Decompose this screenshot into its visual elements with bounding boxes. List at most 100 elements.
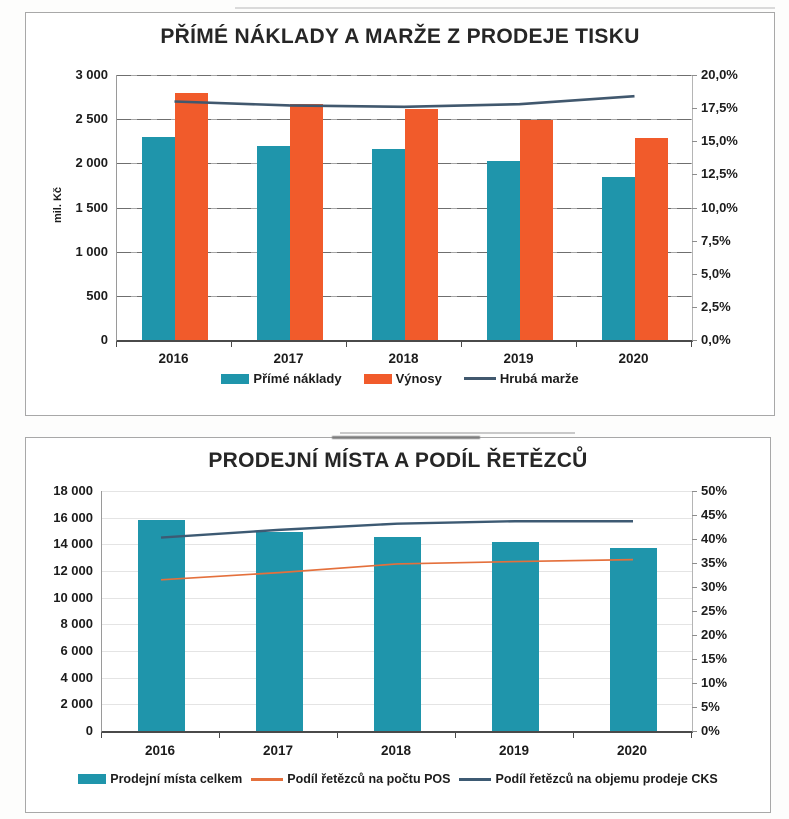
right-axis-tick-mark [692,539,697,540]
right-axis-tick-mark [692,273,697,275]
bar-v-nosy [519,120,553,340]
right-axis-tick: 50% [701,483,728,498]
left-axis-tick: 0 [100,332,108,347]
bar-p-m-n-klady [141,136,175,340]
right-axis-tick: 5,0% [701,265,731,281]
right-axis-tick: 2,5% [701,298,731,314]
legend-item: Výnosy [363,371,442,386]
chart-title: PRODEJNÍ MÍSTA A PODÍL ŘETĚZCŮ [208,449,588,472]
right-axis-tick-mark [692,306,697,308]
legend-line-swatch-icon [251,777,284,781]
left-axis-tick: 1 000 [75,243,108,259]
right-axis-tick-mark [692,707,697,708]
x-axis-tick-mark [116,342,117,347]
right-axis-tick-mark [692,240,697,242]
line-pod-l-et-zc-na-po-tu-pos [160,558,634,581]
left-axis-tick: 16 000 [53,509,93,525]
left-axis-tick: 4 000 [60,669,93,685]
bar-prodejn-m-sta-celkem [137,519,185,731]
right-axis-tick-mark [692,563,697,564]
x-axis-label: 2018 [380,743,412,758]
legend-item: Přímé náklady [221,371,342,386]
line-series-overlay [174,94,635,109]
right-axis-tick-mark [692,108,697,110]
legend-item: Podíl řetězců na objemu prodeje CKS [459,772,718,786]
chart-pos-chains: PRODEJNÍ MÍSTA A PODÍL ŘETĚZCŮ 18 000 16 … [25,437,771,813]
right-axis-tick: 10% [701,675,728,690]
chart-title: PŘÍMÉ NÁKLADY A MARŽE Z PRODEJE TISKU [160,25,640,48]
right-axis-tick-labels: 20,0% 17,5% 15,0% 12,5% 10,0% 7,5% 5,0% 2,5% 0,0… [691,67,771,347]
right-axis-tick-mark [692,659,697,660]
legend-bar-swatch-icon [78,774,107,784]
left-axis-tick: 2 000 [75,155,108,171]
chart-legend: Prodejní místa celkem Podíl řetězců na po… [26,772,770,786]
plot-area [101,491,697,733]
gridline [102,517,692,519]
x-axis-tick-mark [101,733,102,738]
right-axis-tick-mark [692,174,697,176]
bar-p-m-n-klady [601,176,635,340]
right-axis-tick-mark [692,731,697,732]
x-axis-tick-mark [231,342,232,347]
legend-bar-swatch-icon [221,373,250,384]
x-axis-tick-mark [346,342,347,347]
right-axis-tick: 10,0% [701,199,738,215]
right-axis-tick-mark [692,491,697,492]
bar-v-nosy [404,108,438,340]
left-axis-tick-labels: 18 000 16 000 14 000 12 000 10 000 8 000 6 000… [26,483,93,738]
line-hrub-mar-e [174,94,635,109]
left-axis-tick: 10 000 [53,589,93,605]
x-axis-label: 2017 [273,351,304,366]
right-axis-tick-mark [692,141,697,143]
plot-area [116,75,697,342]
x-axis-tick-mark [573,733,574,738]
right-axis-tick: 0,0% [701,332,731,347]
left-axis-tick-labels: 3 000 2 500 2 000 1 500 1 000 500 0 [26,67,108,347]
left-axis-tick: 0 [85,723,93,738]
left-axis-tick: 500 [86,287,108,303]
x-axis-label: 2019 [503,351,534,366]
x-axis-tick-mark [461,342,462,347]
x-axis-label: 2018 [388,351,419,366]
x-axis-tick-mark [691,733,692,738]
legend-line-swatch-icon [463,377,496,380]
gridline [117,75,692,76]
legend-label: Výnosy [395,371,442,386]
legend-label: Podíl řetězců na objemu prodeje CKS [495,772,718,786]
x-axis-label: 2020 [618,351,649,366]
legend-label: Prodejní místa celkem [110,772,243,786]
legend-label: Přímé náklady [253,371,342,386]
x-axis-tick-mark [691,342,692,347]
legend-item: Podíl řetězců na počtu POS [251,772,450,786]
left-axis-tick: 8 000 [60,616,93,632]
right-axis-tick: 17,5% [701,100,738,116]
right-axis-tick: 7,5% [701,232,731,248]
x-axis-tick-mark [219,733,220,738]
right-axis-tick: 35% [701,555,728,570]
x-axis-label: 2016 [158,351,189,366]
bar-prodejn-m-sta-celkem [373,537,421,731]
right-axis-tick: 15,0% [701,133,738,149]
x-axis-label: 2019 [498,743,530,758]
left-axis-tick: 12 000 [53,563,93,578]
bar-v-nosy [634,137,668,340]
left-axis-tick: 14 000 [53,536,93,552]
left-axis-tick: 2 500 [75,111,108,127]
right-axis-tick: 20% [701,627,728,642]
x-axis-tick-mark [576,342,577,347]
right-axis-tick: 0% [701,723,720,738]
bar-p-m-n-klady [371,149,405,340]
right-axis-tick: 40% [701,531,728,546]
right-axis-tick: 45% [701,507,728,522]
right-axis-tick-mark [692,587,697,588]
left-axis-tick: 3 000 [75,67,108,82]
bar-prodejn-m-sta-celkem [609,548,657,731]
right-axis-tick: 25% [701,603,728,618]
right-axis-tick: 12,5% [701,166,738,182]
left-axis-tick: 2 000 [60,696,93,712]
chart-costs-margin: PŘÍMÉ NÁKLADY A MARŽE Z PRODEJE TISKU mi… [25,12,775,416]
left-axis-tick: 18 000 [53,483,93,498]
bar-v-nosy [174,92,208,340]
left-axis-tick: 6 000 [60,643,93,658]
